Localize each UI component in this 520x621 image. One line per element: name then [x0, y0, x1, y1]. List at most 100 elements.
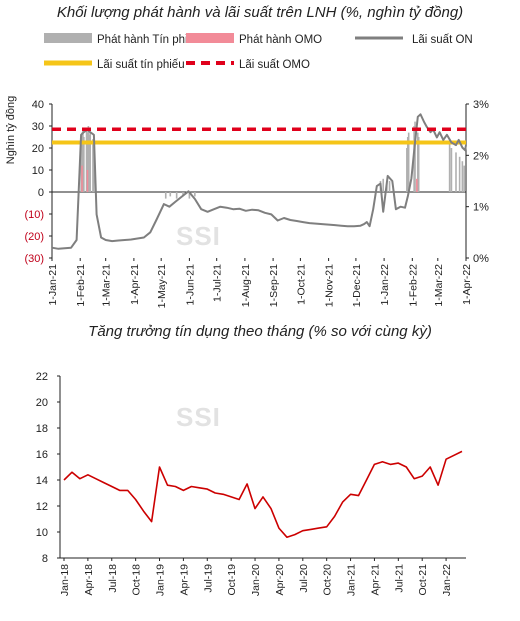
y-tick-label: 20 [32, 143, 44, 155]
y-tick-label: (20) [24, 231, 44, 243]
bill-issuance-bar [175, 192, 178, 199]
omo-issuance-bar [81, 165, 83, 192]
x-tick-label: 1-Sep-21 [268, 264, 280, 307]
y-tick-label: 10 [32, 165, 44, 177]
legend-item: Phát hành Tín phiếu [44, 33, 200, 46]
x-tick-label: 1-Feb-22 [407, 264, 419, 307]
y2-tick-label: 0% [473, 253, 489, 265]
y-tick-label: 22 [36, 371, 48, 383]
chart1-plot: Phát hành Tín phiếu Phát hành OMO Lãi suất… [5, 33, 489, 309]
bill-issuance-bar [93, 152, 95, 192]
y-tick-label: (10) [24, 209, 44, 221]
y-tick-label: 12 [36, 501, 48, 513]
x-tick-label: Oct-18 [131, 564, 143, 596]
x-tick-label: Apr-20 [274, 564, 286, 596]
bill-issuance-bar [82, 128, 84, 192]
on-rate-line [51, 113, 467, 250]
bill-issuance-bar [388, 181, 391, 192]
legend-item: Lãi suất tín phiếu [44, 59, 185, 71]
x-tick-label: 1-Jan-22 [379, 264, 391, 306]
x-tick-label: Oct-20 [322, 564, 334, 596]
omo-issuance-bar [416, 178, 418, 192]
bill-issuance-bar [86, 132, 89, 192]
x-tick-label: 1-Mar-21 [101, 264, 113, 307]
x-tick-label: Jul-20 [298, 564, 310, 593]
bill-issuance-bar [92, 139, 94, 192]
chart2-plot: SSI 22 20 18 16 14 12 10 8 Jan-18 Apr-18 Jul-18 Oct-… [36, 371, 466, 596]
x-tick-label: 1-May-21 [156, 264, 168, 309]
y-tick-label: 14 [36, 475, 48, 487]
bill-issuance-bar [461, 161, 464, 192]
x-tick-label: 1-Mar-22 [433, 264, 445, 307]
y-tick-label: 16 [36, 449, 48, 461]
chart2-title: Tăng trưởng tín dụng theo tháng (% so vớ… [88, 323, 432, 340]
bill-issuance-bar [382, 178, 384, 192]
legend-item: Lãi suất OMO [186, 59, 310, 71]
legend-label: Lãi suất ON [412, 34, 473, 46]
x-tick-label: Jan-18 [59, 564, 71, 596]
x-tick-label: Jan-21 [346, 564, 358, 596]
bill-issuance-bar [455, 152, 457, 192]
bill-issuance-bar [194, 192, 196, 197]
bill-issuance-bar [89, 132, 92, 192]
y2-tick-label: 1% [473, 202, 489, 214]
x-tick-label: 1-Jan-21 [47, 264, 59, 306]
y-tick-label: 40 [32, 99, 44, 111]
y-tick-label: (30) [24, 253, 44, 265]
x-tick-label: Apr-19 [178, 564, 190, 596]
watermark: SSI [176, 221, 221, 251]
x-tick-label: Jul-18 [107, 564, 119, 593]
bill-issuance-bar [87, 126, 90, 192]
x-tick-label: Jan-20 [250, 564, 262, 596]
bill-issuance-bar [83, 137, 85, 192]
y-tick-label: 10 [36, 527, 48, 539]
x-tick-label: 1-Jul-21 [212, 264, 224, 302]
legend-label: Lãi suất OMO [239, 59, 310, 71]
x-tick-label: Jan-22 [441, 564, 453, 596]
x-tick-label: Oct-21 [417, 564, 429, 596]
x-tick-label: 1-Oct-21 [295, 264, 307, 305]
bill-issuance-bar [448, 143, 451, 192]
x-tick-label: 1-Apr-22 [461, 264, 473, 305]
legend-swatch [44, 33, 92, 43]
bill-issuance-bar [414, 121, 416, 192]
legend-item: Lãi suất ON [355, 34, 473, 46]
legend-label: Phát hành OMO [239, 34, 322, 46]
x-tick-label: Jul-21 [393, 564, 405, 593]
x-tick-label: Apr-21 [369, 564, 381, 596]
x-tick-label: 1-Nov-21 [324, 264, 336, 307]
legend-label: Phát hành Tín phiếu [97, 34, 200, 46]
x-tick-label: 1-Aug-21 [240, 264, 252, 307]
credit-growth-line [63, 450, 463, 538]
bill-issuance-bar [80, 143, 82, 192]
x-tick-label: 1-Feb-21 [75, 264, 87, 307]
x-tick-label: Oct-19 [226, 564, 238, 596]
bill-issuance-bar [406, 137, 409, 192]
y2-tick-label: 2% [473, 150, 489, 162]
y-tick-label: 20 [36, 397, 48, 409]
y-tick-label: 18 [36, 423, 48, 435]
x-tick-label: Apr-18 [83, 564, 95, 596]
legend-label: Lãi suất tín phiếu [97, 59, 185, 71]
x-tick-label: Jul-19 [202, 564, 214, 593]
bill-issuance-bar [169, 192, 172, 197]
omo-issuance-bar [86, 170, 89, 192]
y-tick-label: 8 [42, 553, 48, 565]
bill-issuance-bar [164, 192, 167, 199]
chart1-title: Khối lượng phát hành và lãi suất trên LN… [56, 4, 464, 21]
y-tick-label: 0 [38, 187, 44, 199]
x-tick-label: 1-Apr-21 [129, 264, 141, 305]
bill-issuance-bar [417, 137, 420, 192]
bill-issuance-bar [416, 132, 419, 192]
bill-issuance-bar [463, 165, 465, 192]
bill-issuance-bar [458, 156, 461, 192]
bill-issuance-bar [81, 132, 83, 192]
x-tick-label: 1-Dec-21 [351, 264, 363, 307]
legend-item: Phát hành OMO [186, 33, 322, 46]
x-tick-label: Jan-19 [155, 564, 167, 596]
bill-issuance-bar [188, 192, 191, 199]
bill-issuance-bar [406, 148, 408, 192]
bill-issuance-bar [85, 130, 88, 192]
bill-issuance-bar [182, 192, 184, 197]
bill-issuance-bar [407, 132, 410, 192]
